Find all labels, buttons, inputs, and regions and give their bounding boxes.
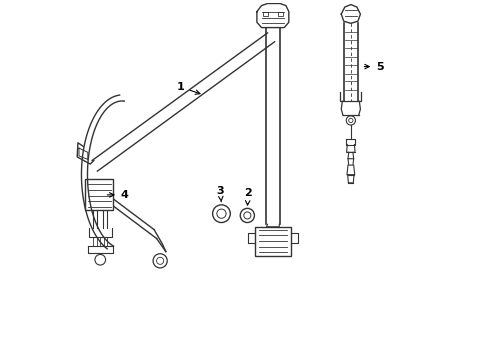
FancyBboxPatch shape — [278, 12, 282, 16]
Circle shape — [153, 254, 167, 268]
Circle shape — [216, 209, 225, 218]
Text: 5: 5 — [364, 62, 383, 72]
Circle shape — [244, 212, 250, 219]
Circle shape — [95, 255, 105, 265]
Circle shape — [156, 257, 163, 264]
FancyBboxPatch shape — [263, 12, 267, 16]
Circle shape — [240, 208, 254, 222]
Text: 4: 4 — [107, 190, 128, 200]
Text: 2: 2 — [244, 189, 251, 205]
Circle shape — [348, 118, 352, 123]
Circle shape — [346, 116, 355, 125]
FancyBboxPatch shape — [85, 179, 113, 210]
Text: 1: 1 — [177, 82, 200, 94]
Text: 3: 3 — [216, 186, 224, 202]
Circle shape — [212, 205, 230, 222]
FancyBboxPatch shape — [255, 227, 290, 256]
